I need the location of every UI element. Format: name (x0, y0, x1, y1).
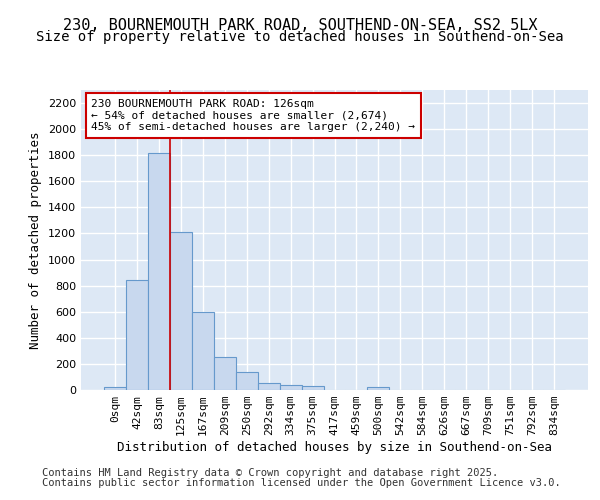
Bar (257, 384, 280, 390)
Bar (236, 372, 257, 390)
Bar (148, 152, 170, 390)
Text: Contains HM Land Registry data © Crown copyright and database right 2025.: Contains HM Land Registry data © Crown c… (42, 468, 498, 477)
Bar (302, 386, 323, 390)
X-axis label: Distribution of detached houses by size in Southend-on-Sea: Distribution of detached houses by size … (117, 441, 552, 454)
Bar (367, 388, 389, 390)
Bar (104, 386, 126, 390)
Bar (170, 232, 192, 390)
Text: Contains public sector information licensed under the Open Government Licence v3: Contains public sector information licen… (42, 478, 561, 488)
Bar (192, 312, 214, 390)
Bar (126, 280, 148, 390)
Text: 230 BOURNEMOUTH PARK ROAD: 126sqm
← 54% of detached houses are smaller (2,674)
4: 230 BOURNEMOUTH PARK ROAD: 126sqm ← 54% … (91, 99, 415, 132)
Text: 230, BOURNEMOUTH PARK ROAD, SOUTHEND-ON-SEA, SS2 5LX: 230, BOURNEMOUTH PARK ROAD, SOUTHEND-ON-… (63, 18, 537, 32)
Text: Size of property relative to detached houses in Southend-on-Sea: Size of property relative to detached ho… (36, 30, 564, 44)
Y-axis label: Number of detached properties: Number of detached properties (29, 131, 43, 349)
Bar (280, 385, 302, 390)
Bar (214, 356, 236, 390)
